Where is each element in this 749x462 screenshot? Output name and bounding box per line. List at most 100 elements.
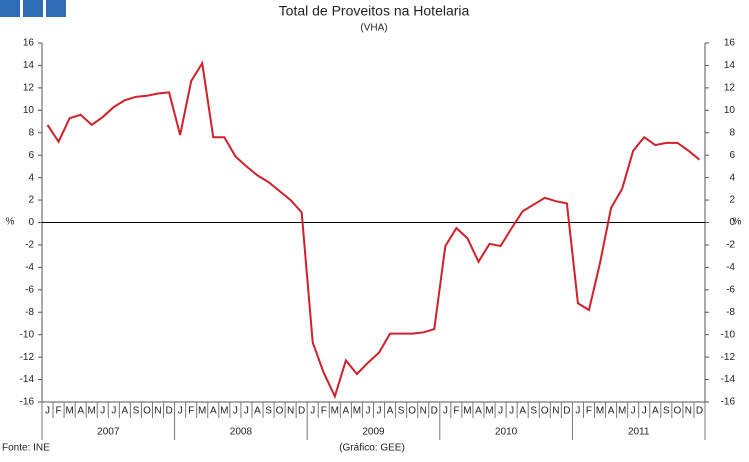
- x-tick-label: M: [331, 406, 339, 417]
- x-tick-label: F: [586, 406, 592, 417]
- y-tick-label: 6: [28, 150, 34, 161]
- credit: (Gráfico: GEE): [339, 443, 405, 454]
- year-label: 2007: [97, 427, 120, 438]
- x-tick-label: D: [165, 406, 172, 417]
- y2-tick-label: 16: [724, 38, 736, 49]
- x-tick-label: M: [88, 406, 96, 417]
- x-tick-label: N: [685, 406, 692, 417]
- y-tick-label: -8: [25, 307, 34, 318]
- x-tick-label: A: [210, 406, 217, 417]
- y2-tick-label: -16: [721, 397, 736, 408]
- x-tick-label: J: [310, 406, 315, 417]
- x-tick-label: F: [56, 406, 62, 417]
- x-tick-label: M: [618, 406, 626, 417]
- y-tick-label: 10: [23, 105, 35, 116]
- y-tick-label: 0: [28, 217, 34, 228]
- y2-tick-label: -2: [726, 240, 735, 251]
- x-tick-label: S: [265, 406, 272, 417]
- x-tick-label: N: [154, 406, 161, 417]
- x-tick-label: J: [575, 406, 580, 417]
- logo-square: [0, 0, 20, 17]
- y2-tick-label: 12: [724, 83, 736, 94]
- year-label: 2009: [362, 427, 385, 438]
- y-tick-label: 16: [23, 38, 35, 49]
- y-tick-label: -4: [25, 262, 34, 273]
- x-tick-label: M: [220, 406, 228, 417]
- x-tick-label: D: [696, 406, 703, 417]
- x-tick-label: A: [608, 406, 615, 417]
- y2-axis-label: %: [733, 217, 742, 228]
- x-tick-label: O: [541, 406, 549, 417]
- x-tick-label: J: [631, 406, 636, 417]
- x-tick-label: F: [188, 406, 194, 417]
- y-tick-label: 2: [28, 195, 34, 206]
- x-tick-label: A: [387, 406, 394, 417]
- x-tick-label: D: [298, 406, 305, 417]
- y2-tick-label: -10: [721, 329, 736, 340]
- y2-tick-label: 2: [729, 195, 735, 206]
- x-tick-label: M: [198, 406, 206, 417]
- x-tick-label: M: [485, 406, 493, 417]
- x-tick-label: A: [519, 406, 526, 417]
- y2-tick-label: 0: [729, 217, 735, 228]
- x-tick-label: A: [475, 406, 482, 417]
- x-tick-label: O: [408, 406, 416, 417]
- y2-tick-label: -8: [726, 307, 735, 318]
- x-tick-label: O: [143, 406, 151, 417]
- x-tick-label: M: [463, 406, 471, 417]
- x-tick-label: A: [652, 406, 659, 417]
- y2-tick-label: 8: [729, 127, 735, 138]
- x-tick-label: N: [420, 406, 427, 417]
- x-tick-label: O: [276, 406, 284, 417]
- y2-tick-label: -14: [721, 374, 736, 385]
- x-tick-label: S: [398, 406, 405, 417]
- year-label: 2011: [628, 427, 650, 438]
- year-label: 2008: [230, 427, 253, 438]
- x-tick-label: D: [563, 406, 570, 417]
- y-tick-label: 14: [23, 60, 35, 71]
- x-tick-label: J: [233, 406, 238, 417]
- y-tick-label: 4: [28, 172, 34, 183]
- source: Fonte: INE: [2, 443, 50, 454]
- chart-title: Total de Proveitos na Hotelaria: [279, 3, 470, 19]
- y2-tick-label: -6: [726, 284, 735, 295]
- x-tick-label: A: [254, 406, 261, 417]
- year-label: 2010: [495, 427, 518, 438]
- x-tick-label: J: [443, 406, 448, 417]
- x-tick-label: F: [453, 406, 459, 417]
- y2-tick-label: 14: [724, 60, 736, 71]
- x-tick-label: S: [530, 406, 537, 417]
- y-tick-label: -16: [20, 397, 35, 408]
- chart-subtitle: (VHA): [360, 23, 387, 34]
- x-tick-label: A: [77, 406, 84, 417]
- y-tick-label: -12: [20, 352, 35, 363]
- x-tick-label: J: [100, 406, 105, 417]
- x-tick-label: J: [377, 406, 382, 417]
- data-line: [46, 60, 701, 400]
- y-axis-label: %: [6, 217, 15, 228]
- x-tick-label: F: [321, 406, 327, 417]
- logo-square: [46, 0, 66, 17]
- y-tick-label: -2: [25, 240, 34, 251]
- x-tick-label: J: [642, 406, 647, 417]
- y2-tick-label: 4: [729, 172, 735, 183]
- x-tick-label: N: [287, 406, 294, 417]
- x-tick-label: J: [45, 406, 50, 417]
- y-tick-label: -6: [25, 284, 34, 295]
- x-tick-label: J: [365, 406, 370, 417]
- x-tick-label: M: [353, 406, 361, 417]
- x-tick-label: J: [111, 406, 116, 417]
- y2-tick-label: -12: [721, 352, 736, 363]
- y-tick-label: -10: [20, 329, 35, 340]
- y-tick-label: 12: [23, 83, 35, 94]
- x-tick-label: S: [133, 406, 140, 417]
- y2-tick-label: 6: [729, 150, 735, 161]
- x-tick-label: O: [673, 406, 681, 417]
- x-tick-label: S: [663, 406, 670, 417]
- y-tick-label: -14: [20, 374, 35, 385]
- logo-square: [23, 0, 43, 17]
- y-tick-label: 8: [28, 127, 34, 138]
- x-tick-label: J: [244, 406, 249, 417]
- x-tick-label: D: [431, 406, 438, 417]
